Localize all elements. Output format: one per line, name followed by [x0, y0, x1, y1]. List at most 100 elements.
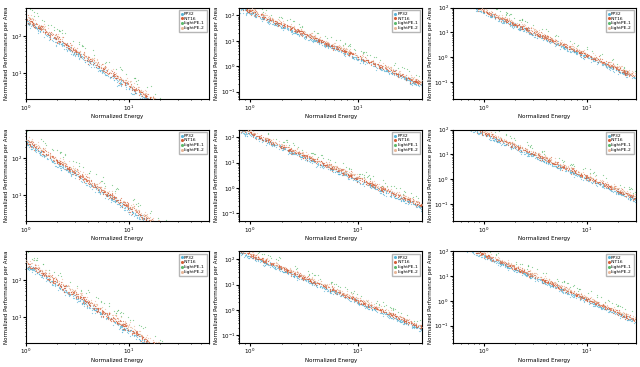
INT16: [595, 179, 605, 185]
LightPE-2: [550, 158, 560, 164]
LightPE-2: [602, 302, 612, 308]
FP32: [116, 82, 126, 88]
INT16: [512, 22, 522, 28]
FP32: [83, 61, 93, 67]
FP32: [140, 218, 150, 224]
FP32: [501, 261, 511, 267]
FP32: [125, 206, 135, 212]
INT16: [400, 197, 410, 203]
FP32: [563, 48, 573, 54]
FP32: [29, 22, 39, 28]
LightPE-2: [568, 165, 579, 171]
INT16: [375, 307, 385, 313]
FP32: [522, 153, 532, 159]
INT16: [84, 57, 94, 63]
LightPE-2: [555, 161, 565, 167]
LightPE-2: [602, 181, 612, 187]
INT16: [568, 168, 579, 174]
LightPE-2: [559, 283, 570, 289]
INT16: [108, 70, 118, 76]
FP32: [257, 17, 268, 22]
INT16: [275, 144, 285, 150]
FP32: [260, 262, 271, 268]
INT16: [344, 295, 354, 301]
FP32: [356, 57, 367, 63]
INT16: [582, 54, 592, 60]
LightPE-1: [140, 324, 150, 330]
LightPE-1: [91, 171, 101, 177]
INT16: [340, 48, 351, 54]
LightPE-2: [154, 217, 164, 223]
LightPE-2: [133, 207, 143, 213]
LightPE-2: [610, 63, 620, 69]
FP32: [495, 261, 505, 266]
INT16: [571, 290, 581, 296]
INT16: [404, 196, 415, 201]
LightPE-2: [60, 40, 70, 46]
FP32: [64, 292, 74, 298]
FP32: [140, 340, 150, 346]
INT16: [305, 154, 316, 160]
FP32: [258, 138, 268, 143]
LightPE-2: [333, 167, 343, 172]
FP32: [115, 80, 125, 86]
INT16: [626, 315, 636, 320]
INT16: [271, 262, 282, 268]
INT16: [68, 45, 79, 51]
INT16: [243, 128, 253, 134]
INT16: [280, 23, 290, 29]
INT16: [70, 170, 81, 175]
FP32: [514, 149, 524, 155]
FP32: [568, 171, 579, 177]
LightPE-2: [540, 273, 550, 279]
INT16: [250, 252, 260, 258]
FP32: [324, 165, 335, 171]
INT16: [137, 90, 147, 95]
X-axis label: Normalized Energy: Normalized Energy: [92, 358, 143, 363]
INT16: [64, 166, 74, 172]
INT16: [35, 269, 45, 275]
INT16: [87, 182, 97, 188]
FP32: [239, 130, 250, 136]
FP32: [575, 297, 586, 302]
INT16: [619, 69, 629, 75]
FP32: [324, 289, 335, 295]
FP32: [399, 317, 409, 323]
FP32: [292, 150, 303, 156]
INT16: [115, 317, 125, 323]
INT16: [621, 68, 632, 74]
LightPE-2: [311, 280, 321, 286]
LightPE-2: [502, 139, 512, 145]
FP32: [630, 319, 640, 325]
INT16: [403, 197, 413, 203]
INT16: [554, 42, 564, 48]
LightPE-2: [140, 335, 150, 341]
FP32: [313, 160, 323, 166]
FP32: [527, 31, 537, 37]
INT16: [327, 165, 337, 171]
INT16: [300, 155, 310, 161]
FP32: [243, 9, 253, 15]
LightPE-2: [330, 40, 340, 46]
FP32: [309, 36, 319, 42]
INT16: [549, 160, 559, 166]
INT16: [411, 203, 421, 209]
FP32: [336, 169, 346, 175]
INT16: [118, 199, 128, 205]
LightPE-2: [369, 301, 379, 307]
INT16: [143, 91, 153, 97]
INT16: [109, 194, 119, 200]
INT16: [308, 279, 319, 284]
FP32: [236, 250, 246, 255]
INT16: [79, 296, 90, 302]
FP32: [268, 264, 278, 270]
FP32: [65, 291, 75, 297]
INT16: [616, 190, 626, 196]
INT16: [296, 32, 306, 38]
LightPE-2: [274, 142, 284, 148]
INT16: [584, 298, 594, 304]
LightPE-2: [135, 331, 145, 337]
LightPE-2: [65, 286, 75, 291]
INT16: [257, 137, 268, 142]
FP32: [315, 284, 325, 290]
